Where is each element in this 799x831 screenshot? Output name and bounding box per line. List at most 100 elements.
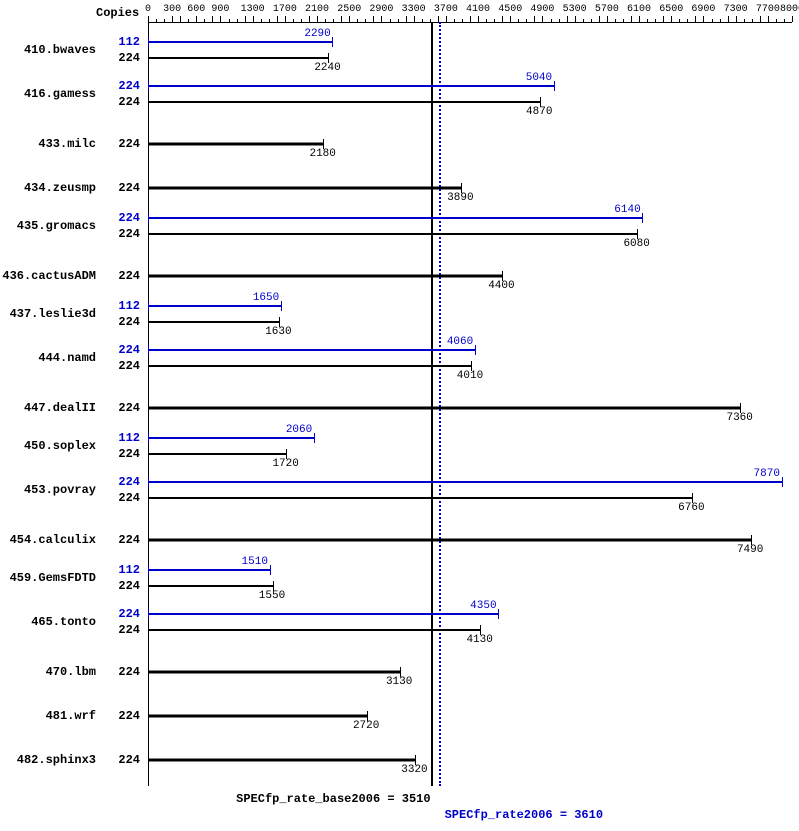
copies-peak: 112	[118, 299, 140, 313]
axis-tick-label: 6500	[659, 4, 683, 15]
bar-base	[148, 407, 740, 410]
bar-value-peak: 4060	[447, 336, 473, 348]
axis-tick	[663, 16, 664, 22]
axis-tick	[478, 16, 479, 22]
axis-tick-label: 2900	[369, 4, 393, 15]
axis-tick-label: 4500	[498, 4, 522, 15]
bar-cap-start	[148, 139, 149, 149]
copies-base: 224	[118, 181, 140, 195]
bar-value-base: 7360	[726, 412, 752, 424]
axis-tick	[301, 19, 302, 22]
axis-tick	[551, 19, 552, 22]
copies-base: 224	[118, 447, 140, 461]
copies-peak: 112	[118, 563, 140, 577]
bar-cap-start	[148, 317, 149, 327]
benchmark-label: 435.gromacs	[17, 219, 96, 233]
axis-tick	[559, 19, 560, 22]
bar-cap-start	[148, 625, 149, 635]
bar-base	[148, 57, 328, 59]
bar-cap-end	[782, 477, 783, 487]
axis-tick	[695, 16, 696, 22]
copies-base: 224	[118, 95, 140, 109]
axis-tick-label: 2500	[337, 4, 361, 15]
benchmark-label: 482.sphinx3	[17, 753, 96, 767]
reference-label-base: SPECfp_rate_base2006 = 3510	[236, 792, 430, 806]
axis-tick	[253, 16, 254, 22]
bar-cap-start	[148, 535, 149, 545]
benchmark-label: 447.dealII	[24, 401, 96, 415]
bar-cap-start	[148, 433, 149, 443]
axis-tick	[398, 19, 399, 22]
axis-tick	[623, 19, 624, 22]
bar-cap-start	[148, 361, 149, 371]
axis-tick	[671, 16, 672, 22]
bar-value-peak: 5040	[526, 72, 552, 84]
axis-tick	[333, 19, 334, 22]
axis-tick	[703, 16, 704, 22]
bar-value-peak: 1510	[242, 556, 268, 568]
bar-cap-end	[498, 609, 499, 619]
bar-value-base: 4130	[466, 634, 492, 646]
copies-base: 224	[118, 137, 140, 151]
bar-peak	[148, 85, 554, 87]
copies-peak: 224	[118, 343, 140, 357]
axis-tick	[373, 16, 374, 22]
bar-value-peak: 2060	[286, 424, 312, 436]
copies-base: 224	[118, 227, 140, 241]
bar-cap-start	[148, 183, 149, 193]
axis-tick	[679, 19, 680, 22]
copies-peak: 224	[118, 607, 140, 621]
axis-tick	[615, 19, 616, 22]
bar-value-base: 4010	[457, 370, 483, 382]
axis-tick	[212, 16, 213, 22]
axis-tick-label: 2100	[305, 4, 329, 15]
axis-tick	[567, 16, 568, 22]
axis-tick	[462, 19, 463, 22]
axis-tick	[607, 16, 608, 22]
bar-value-peak: 4350	[470, 600, 496, 612]
axis-tick-label: 5300	[563, 4, 587, 15]
axis-tick	[534, 16, 535, 22]
axis-tick-label: 0	[145, 4, 151, 15]
axis-tick	[470, 16, 471, 22]
copies-base: 224	[118, 401, 140, 415]
reference-line-base	[431, 22, 433, 786]
bar-cap-start	[148, 53, 149, 63]
copies-base: 224	[118, 533, 140, 547]
reference-line-peak	[439, 22, 441, 786]
axis-tick-label: 8000	[780, 4, 799, 15]
bar-base	[148, 759, 415, 762]
axis-tick	[631, 16, 632, 22]
bar-cap-start	[148, 271, 149, 281]
copies-peak: 224	[118, 79, 140, 93]
axis-tick	[792, 16, 793, 22]
axis-tick-label: 6900	[691, 4, 715, 15]
bar-cap-end	[270, 565, 271, 575]
bar-value-peak: 6140	[614, 204, 640, 216]
axis-tick	[575, 16, 576, 22]
bar-cap-end	[281, 301, 282, 311]
axis-tick	[446, 16, 447, 22]
axis-tick	[647, 19, 648, 22]
axis-tick	[414, 16, 415, 22]
axis-tick	[655, 19, 656, 22]
copies-base: 224	[118, 315, 140, 329]
benchmark-label: 459.GemsFDTD	[10, 571, 96, 585]
axis-tick	[687, 19, 688, 22]
bar-value-peak: 1650	[253, 292, 279, 304]
bar-cap-start	[148, 37, 149, 47]
axis-tick	[736, 16, 737, 22]
axis-tick-label: 3700	[434, 4, 458, 15]
bar-value-peak: 2290	[304, 28, 330, 40]
axis-tick	[204, 19, 205, 22]
bar-base	[148, 497, 692, 499]
bar-base	[148, 715, 367, 718]
axis-tick	[309, 16, 310, 22]
spec-rate-chart: Copies0300600900130017002100250029003300…	[0, 0, 799, 831]
bar-peak	[148, 481, 782, 483]
bar-cap-start	[148, 403, 149, 413]
bar-peak	[148, 613, 498, 615]
benchmark-label: 444.namd	[38, 351, 96, 365]
bar-cap-start	[148, 609, 149, 619]
bar-cap-start	[148, 213, 149, 223]
